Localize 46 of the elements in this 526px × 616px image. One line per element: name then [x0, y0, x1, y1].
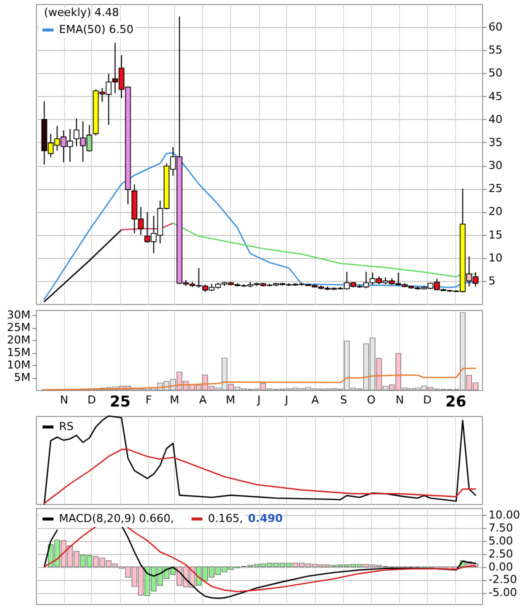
x-tick-label: A: [199, 394, 208, 406]
y-tick-label: 40: [488, 112, 502, 126]
y-tick-label: 20: [488, 205, 502, 218]
x-tick-label: 25: [110, 392, 131, 410]
legend-label: MACD(8,20,9) 0.660,: [59, 512, 174, 525]
y-tick-label: 5M: [14, 371, 30, 384]
chart-title: (weekly) 4.48: [44, 6, 120, 19]
y-tick-label: 50: [488, 66, 502, 80]
x-tick-label: M: [226, 394, 236, 406]
y-tick-label: 15: [488, 228, 502, 242]
x-tick-label: A: [311, 394, 320, 406]
y-tick-label: -2.50: [488, 573, 517, 586]
y-tick-label: 7.50: [488, 522, 513, 535]
y-tick-label: 2.50: [488, 547, 513, 560]
y-tick-label: 55: [488, 44, 502, 57]
x-tick-label: N: [396, 394, 404, 406]
y-tick-label: 10.00: [488, 508, 520, 522]
y-tick-label: 35: [488, 136, 502, 149]
x-tick-label: N: [60, 394, 68, 406]
y-tick-label: 20M: [7, 334, 30, 346]
x-tick-label: 26: [445, 392, 466, 410]
x-tick-label: F: [146, 394, 152, 406]
y-tick-label: 5: [488, 274, 496, 288]
y-tick-label: 30: [488, 159, 502, 172]
x-tick-label: M: [170, 394, 180, 406]
x-tick-label: J: [256, 394, 261, 406]
legend-label: 0.165,: [208, 512, 243, 525]
x-tick-label: D: [87, 394, 96, 406]
y-tick-label: 15M: [7, 346, 30, 359]
y-tick-label: -5.00: [488, 586, 517, 600]
y-tick-label: 60: [488, 20, 502, 34]
x-tick-label: O: [366, 394, 376, 406]
y-tick-label: 10M: [7, 358, 30, 372]
legend-label: RS: [59, 420, 74, 433]
legend-label: EMA(50) 6.50: [59, 23, 134, 36]
y-tick-label: 10: [488, 251, 502, 264]
y-tick-label: 25: [488, 182, 502, 196]
x-tick-label: D: [423, 394, 432, 406]
annotation: 0.490: [248, 512, 284, 525]
x-tick-label: J: [284, 394, 288, 406]
x-tick-label: S: [340, 394, 348, 406]
y-tick-label: 30M: [7, 308, 30, 322]
y-tick-label: 45: [488, 90, 502, 103]
y-tick-label: 25M: [7, 321, 30, 334]
y-tick-label: 0.00: [488, 560, 513, 574]
y-tick-label: 5.00: [488, 534, 513, 548]
